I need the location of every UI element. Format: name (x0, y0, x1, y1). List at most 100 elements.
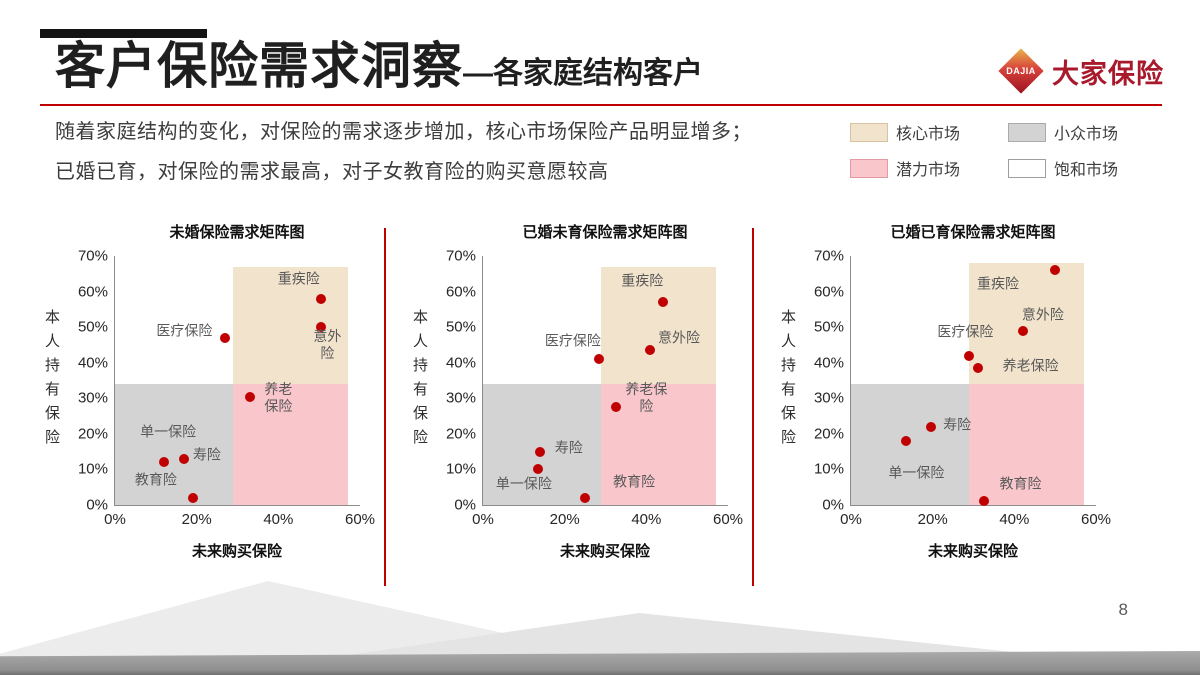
data-point-dot (187, 492, 198, 503)
y-tick-label: 50% (445, 318, 476, 336)
data-point-label: 单一保险 (140, 423, 197, 440)
x-tick-label: 40% (631, 511, 662, 528)
data-point-dot (159, 457, 169, 468)
data-point-label: 意外险 (313, 327, 342, 361)
decoration-triangle-light (0, 581, 620, 659)
data-point-dot (978, 496, 989, 507)
chart-married-with-children: 已婚已育保险需求矩阵图 本人持有保险 0% 10% 20% 30% 40% 50% 60% 7… (778, 224, 1111, 561)
y-tick-label: 0% (822, 496, 844, 514)
legend-item-saturated-market: 饱和市场 (1008, 156, 1166, 180)
data-point-label: 教育险 (999, 475, 1042, 492)
data-point-label: 寿险 (192, 446, 221, 463)
data-point-dot (316, 293, 327, 304)
header: 客户保险需求洞察 —各家庭结构客户 (55, 38, 703, 96)
page-number: 8 (1118, 600, 1128, 619)
chart-married-no-children: 已婚未育保险需求矩阵图 本人持有保险 0% 10% 20% 30% 40% 50% 60% 7… (410, 224, 743, 561)
data-point-dot (179, 453, 190, 464)
chart-unmarried: 未婚保险需求矩阵图 本人持有保险 0% 10% 20% 30% 40% 50% 60% 70%… (42, 224, 375, 561)
y-tick-label: 40% (445, 354, 476, 372)
y-tick-label: 20% (77, 425, 108, 443)
legend-label: 饱和市场 (1054, 162, 1119, 179)
data-point-dot (244, 391, 255, 402)
chart-separator-line (384, 228, 386, 586)
y-tick-label: 10% (77, 460, 108, 478)
data-point-label: 养老保险 (1002, 357, 1059, 374)
data-point-label: 教育险 (134, 471, 177, 488)
y-tick-label: 50% (813, 318, 844, 336)
chart-title: 已婚未育保险需求矩阵图 (522, 224, 688, 241)
quadrant-潜力市场 (969, 384, 1084, 505)
data-point-label: 医疗保险 (156, 322, 213, 339)
brand-name: 大家保险 (1052, 58, 1164, 89)
data-point-label: 养老 保险 (264, 381, 293, 415)
data-point-dot (533, 464, 544, 475)
scatter-plot-unmarried: 0% 10% 20% 30% 40% 50% 60% 70% 0% 20% 40% 60% 重疾险 意外险… (78, 248, 375, 529)
data-point-dot (1050, 265, 1061, 276)
legend-label: 潜力市场 (896, 162, 961, 179)
data-point-label: 养老保 险 (625, 381, 668, 415)
logo-mark-text: DAJIA (1006, 66, 1036, 76)
y-tick-label: 70% (77, 247, 108, 265)
y-tick-label: 40% (77, 354, 108, 372)
data-point-dot (645, 345, 656, 356)
data-point-label: 重疾险 (277, 270, 320, 287)
footer-decoration (0, 575, 1200, 675)
page-subtitle: —各家庭结构客户 (463, 57, 703, 90)
x-tick-label: 0% (840, 511, 862, 528)
y-tick-label: 60% (813, 283, 844, 301)
data-point-label: 医疗保险 (544, 332, 601, 349)
x-axis-title: 未来购买保险 (927, 543, 1018, 560)
scatter-plot-married-with-children: 0% 10% 20% 30% 40% 50% 60% 70% 0% 20% 40% 60% 重疾险 意外险… (814, 248, 1111, 529)
title-divider-line (40, 104, 1162, 106)
x-tick-label: 40% (263, 511, 294, 528)
logo: DAJIA 大家保险 (998, 48, 1164, 94)
quadrant-核心市场 (969, 263, 1084, 385)
data-point-dot (580, 492, 591, 503)
data-point-label: 单一保险 (495, 475, 552, 492)
y-tick-label: 60% (77, 283, 108, 301)
y-axis-title: 本人持有保险 (43, 309, 60, 453)
charts-row: 未婚保险需求矩阵图 本人持有保险 0% 10% 20% 30% 40% 50% 60% 70%… (42, 224, 1111, 586)
y-tick-label: 20% (445, 425, 476, 443)
data-point-dot (657, 297, 668, 308)
x-tick-label: 0% (472, 511, 494, 528)
y-tick-label: 30% (813, 389, 844, 407)
data-point-dot (964, 350, 975, 361)
y-axis-title: 本人持有保险 (411, 309, 428, 453)
chart-separator-line (752, 228, 754, 586)
data-point-dot (901, 435, 912, 446)
y-tick-label: 70% (445, 247, 476, 265)
y-tick-label: 20% (813, 425, 844, 443)
data-point-label: 意外险 (658, 329, 700, 346)
title-accent-bar (40, 29, 207, 38)
scatter-plot-married-no-children: 0% 10% 20% 30% 40% 50% 60% 70% 0% 20% 40% 60% 重疾险 意外险… (446, 248, 743, 529)
data-point-dot (610, 402, 621, 413)
quadrant-潜力市场 (601, 384, 716, 505)
potential-market-swatch (850, 158, 888, 178)
chart-title: 已婚已育保险需求矩阵图 (890, 224, 1056, 241)
x-tick-label: 20% (917, 511, 948, 528)
y-tick-label: 0% (86, 496, 108, 514)
decoration-triangle-mid (320, 613, 1080, 659)
y-tick-label: 40% (813, 354, 844, 372)
data-point-label: 重疾险 (977, 275, 1019, 292)
data-point-dot (220, 332, 231, 343)
y-tick-label: 10% (813, 460, 844, 478)
quadrant-小众市场 (115, 384, 234, 505)
data-point-label: 意外险 (1021, 306, 1064, 323)
data-point-dot (972, 363, 983, 374)
x-axis-title: 未来购买保险 (191, 543, 282, 560)
y-tick-label: 10% (445, 460, 476, 478)
y-axis-title: 本人持有保险 (779, 309, 796, 453)
y-tick-label: 60% (445, 283, 476, 301)
niche-market-swatch (1008, 122, 1046, 142)
legend-label: 小众市场 (1054, 126, 1119, 143)
data-point-label: 寿险 (943, 416, 972, 433)
y-tick-label: 70% (813, 247, 844, 265)
y-tick-label: 50% (77, 318, 108, 336)
summary-text: 随着家庭结构的变化，对保险的需求逐步增加，核心市场保险产品明显增多； 已婚已育，… (55, 112, 752, 192)
dajia-diamond-icon: DAJIA (998, 48, 1044, 94)
page-title: 客户保险需求洞察 (55, 38, 463, 94)
data-point-dot (535, 446, 546, 457)
x-tick-label: 60% (1080, 511, 1112, 528)
